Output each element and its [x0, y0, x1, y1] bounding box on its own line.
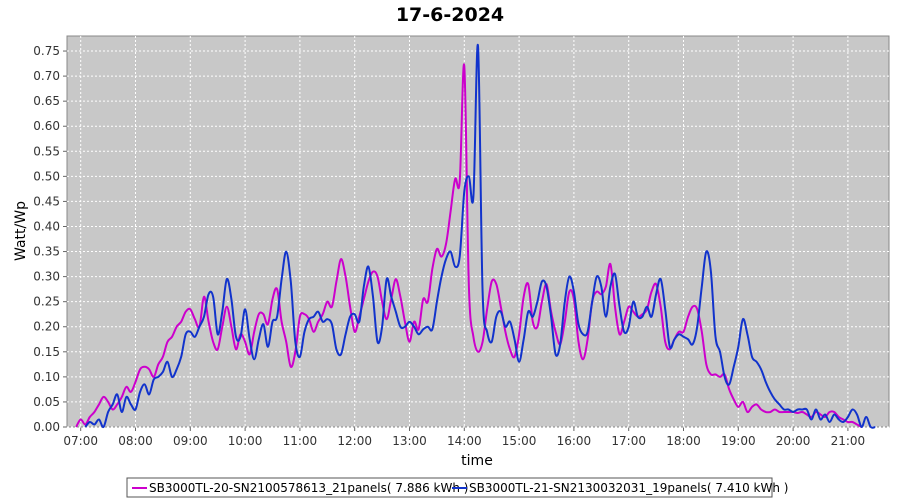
x-tick-label: 14:00	[447, 434, 482, 448]
x-tick-label: 17:00	[611, 434, 646, 448]
legend-label-series-1: SB3000TL-20-SN2100578613_21panels( 7.886…	[149, 481, 468, 495]
x-tick-label: 21:00	[831, 434, 866, 448]
x-tick-label: 19:00	[721, 434, 756, 448]
y-tick-label: 0.45	[33, 194, 60, 208]
legend-box	[126, 477, 773, 498]
x-tick-label: 09:00	[173, 434, 208, 448]
legend-label-series-2: SB3000TL-21-SN2130032031_19panels( 7.410…	[469, 481, 788, 495]
y-tick-label: 0.50	[33, 169, 60, 183]
x-axis-label: time	[461, 453, 493, 469]
x-tick-label: 20:00	[776, 434, 811, 448]
x-tick-label: 11:00	[283, 434, 318, 448]
y-axis-label: Watt/Wp	[13, 201, 29, 261]
chart-title: 17-6-2024	[396, 4, 504, 26]
y-tick-label: 0.00	[33, 420, 60, 434]
x-tick-label: 13:00	[392, 434, 427, 448]
x-tick-label: 07:00	[63, 434, 98, 448]
y-tick-label: 0.05	[33, 395, 60, 409]
x-tick-label: 08:00	[118, 434, 153, 448]
series-lines	[75, 43, 876, 429]
y-tick-label: 0.10	[33, 370, 60, 384]
series-line-1	[75, 63, 863, 428]
x-tick-label: 15:00	[502, 434, 537, 448]
y-tick-label: 0.70	[33, 69, 60, 83]
y-tick-label: 0.75	[33, 44, 60, 58]
y-tick-label: 0.40	[33, 219, 60, 233]
y-tick-label: 0.15	[33, 345, 60, 359]
x-tick-label: 12:00	[337, 434, 372, 448]
y-tick-label: 0.25	[33, 295, 60, 309]
y-tick-label: 0.30	[33, 270, 60, 284]
grid-lines	[67, 36, 889, 428]
legend: SB3000TL-20-SN2100578613_21panels( 7.886…	[126, 477, 788, 498]
x-tick-labels: 07:00 08:00 09:00 10:00 11:00 12:00 13:00 14:00…	[63, 427, 865, 448]
x-tick-label: 16:00	[557, 434, 592, 448]
y-tick-labels: 0.00 0.05 0.10 0.15 0.20 0.25 0.30 0.35 0.40 0.45…	[33, 44, 67, 434]
y-tick-label: 0.60	[33, 119, 60, 133]
y-tick-label: 0.35	[33, 245, 60, 259]
x-tick-label: 18:00	[666, 434, 701, 448]
x-tick-label: 10:00	[228, 434, 263, 448]
y-tick-label: 0.20	[33, 320, 60, 334]
y-tick-label: 0.65	[33, 94, 60, 108]
y-tick-label: 0.55	[33, 144, 60, 158]
series-line-2	[84, 43, 876, 429]
